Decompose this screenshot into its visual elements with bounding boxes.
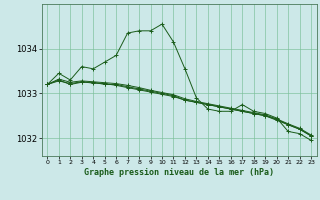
X-axis label: Graphe pression niveau de la mer (hPa): Graphe pression niveau de la mer (hPa) <box>84 168 274 177</box>
